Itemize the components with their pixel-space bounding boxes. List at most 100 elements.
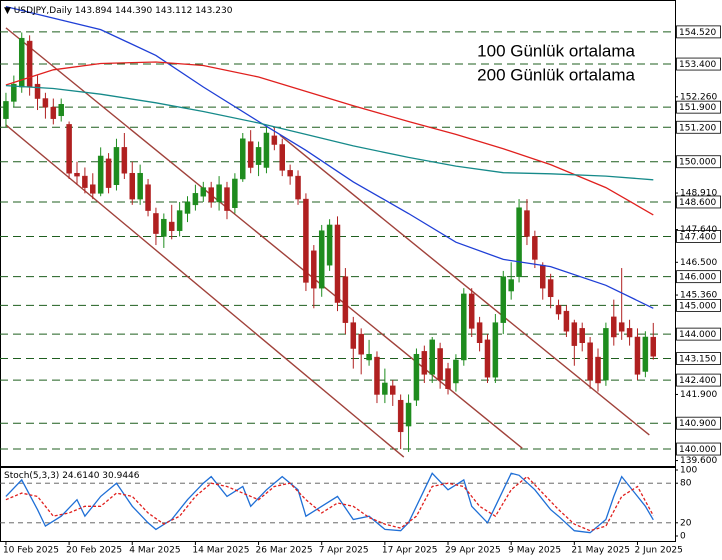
level-label: 148.600 bbox=[679, 198, 716, 208]
candle-body bbox=[97, 155, 104, 194]
candle-body bbox=[11, 83, 17, 102]
stoch-title: Stoch(5,3,3) bbox=[4, 471, 59, 481]
candle-body bbox=[42, 98, 49, 108]
candle-body bbox=[66, 124, 72, 174]
candle-body bbox=[121, 147, 128, 174]
ohlc-low: 143.112 bbox=[155, 6, 192, 16]
candle-body bbox=[184, 201, 191, 214]
candle-body bbox=[200, 187, 207, 197]
candle-body bbox=[208, 187, 214, 203]
level-label: 154.520 bbox=[679, 28, 716, 38]
candle-body bbox=[240, 138, 246, 180]
level-label-box bbox=[676, 270, 721, 284]
candle-body bbox=[153, 213, 159, 234]
candle-body bbox=[445, 368, 451, 389]
series-line bbox=[5, 84, 654, 181]
y-tick-label: 0 bbox=[680, 532, 686, 542]
ohlc-close: 143.230 bbox=[195, 6, 232, 16]
candle-body bbox=[74, 172, 80, 177]
level-label: 145.000 bbox=[679, 301, 716, 311]
candle-body bbox=[350, 322, 357, 349]
trendline bbox=[5, 124, 405, 458]
candle-body bbox=[255, 147, 262, 165]
candle-body bbox=[421, 351, 428, 375]
x-tick-label: 10 Feb 2025 bbox=[3, 546, 59, 556]
candle-body bbox=[618, 322, 625, 332]
y-tick-label: 152.260 bbox=[680, 92, 717, 102]
ohlc-high: 144.390 bbox=[115, 6, 152, 16]
level-label-box bbox=[676, 442, 721, 456]
level-label: 151.200 bbox=[679, 123, 716, 133]
candle-body bbox=[358, 333, 364, 355]
x-tick-label: 2 Jun 2025 bbox=[634, 546, 682, 556]
candle-body bbox=[295, 175, 301, 200]
candle-body bbox=[382, 382, 388, 395]
candle-body bbox=[405, 402, 412, 427]
candle-body bbox=[224, 187, 230, 211]
candle-body bbox=[342, 276, 349, 323]
candle-body bbox=[105, 158, 112, 188]
candle-body bbox=[366, 353, 372, 361]
level-label: 150.000 bbox=[679, 158, 716, 168]
level-label: 144.000 bbox=[679, 330, 716, 340]
candle-body bbox=[3, 101, 9, 119]
candle-body bbox=[634, 336, 641, 375]
candle-body bbox=[603, 328, 609, 381]
candle-body bbox=[390, 385, 396, 395]
stoch-header: Stoch(5,3,3) 24.6140 30.9446 bbox=[4, 471, 140, 481]
level-label-box bbox=[676, 298, 721, 312]
candle-body bbox=[539, 264, 546, 289]
candle-body bbox=[232, 178, 238, 208]
candle-body bbox=[113, 147, 120, 185]
candle-body bbox=[271, 135, 278, 145]
level-label: 147.400 bbox=[679, 232, 716, 242]
candle-body bbox=[374, 356, 380, 395]
candle-body bbox=[58, 104, 64, 117]
candle-body bbox=[303, 198, 309, 283]
level-label: 140.900 bbox=[679, 419, 716, 429]
level-label-box bbox=[676, 100, 721, 114]
x-tick-label: 17 Apr 2025 bbox=[382, 546, 438, 556]
candle-body bbox=[129, 172, 136, 200]
candle-body bbox=[137, 172, 143, 200]
level-label: 146.000 bbox=[679, 273, 716, 283]
y-tick-label: 20 bbox=[680, 518, 692, 528]
candle-body bbox=[287, 170, 293, 177]
x-tick-label: 9 May 2025 bbox=[508, 546, 561, 556]
candle-body bbox=[26, 40, 33, 88]
y-tick-label: 100 bbox=[680, 466, 697, 476]
trendline bbox=[279, 134, 650, 436]
candle-body bbox=[492, 322, 499, 378]
level-label: 142.400 bbox=[679, 376, 716, 386]
x-tick-label: 29 Apr 2025 bbox=[445, 546, 501, 556]
candle-body bbox=[484, 339, 491, 378]
level-label: 153.400 bbox=[679, 60, 716, 70]
candle-body bbox=[642, 336, 649, 372]
candle-body bbox=[516, 207, 522, 277]
x-tick-label: 26 Mar 2025 bbox=[256, 546, 313, 556]
candle-body bbox=[587, 342, 593, 381]
x-tick-label: 21 May 2025 bbox=[571, 546, 630, 556]
candle-body bbox=[311, 250, 317, 289]
candle-body bbox=[532, 236, 538, 260]
candle-body bbox=[429, 339, 435, 375]
candle-body bbox=[50, 106, 57, 119]
candle-body bbox=[579, 328, 585, 343]
candle-body bbox=[318, 230, 325, 289]
y-tick-label: 139.600 bbox=[680, 456, 717, 466]
main-pane bbox=[0, 0, 676, 467]
level-label-box bbox=[676, 327, 721, 341]
candle-body bbox=[461, 293, 467, 361]
stoch-pane bbox=[0, 467, 676, 542]
y-tick-label: 80 bbox=[680, 479, 692, 489]
level-label: 151.900 bbox=[679, 103, 716, 113]
candle-body bbox=[192, 193, 199, 206]
y-tick-label: 148.910 bbox=[680, 189, 717, 199]
candle-body bbox=[547, 279, 554, 298]
candle-body bbox=[326, 224, 333, 266]
level-label-box bbox=[676, 120, 721, 134]
level-label-box bbox=[676, 25, 721, 39]
candle-body bbox=[413, 353, 420, 401]
ohlc-open: 143.894 bbox=[75, 6, 112, 16]
